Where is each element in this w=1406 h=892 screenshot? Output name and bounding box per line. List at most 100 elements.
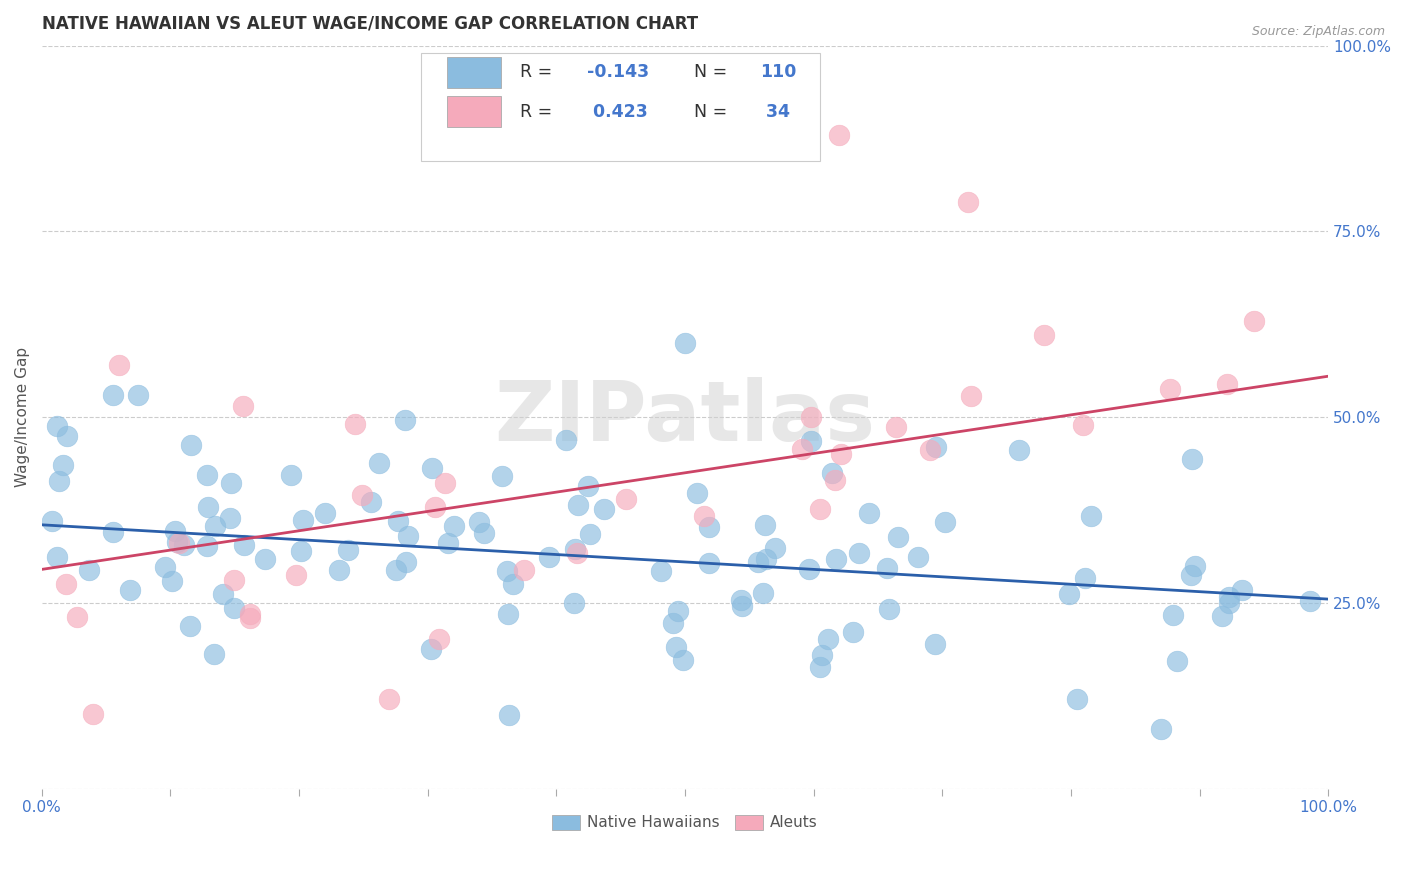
Point	[280, 468, 302, 483]
Point	[1184, 558, 1206, 573]
Point	[396, 529, 419, 543]
Point	[811, 648, 834, 663]
Point	[360, 495, 382, 509]
Point	[797, 562, 820, 576]
Point	[56, 429, 79, 443]
Point	[1243, 314, 1265, 328]
Point	[368, 457, 391, 471]
Text: Source: ZipAtlas.com: Source: ZipAtlas.com	[1251, 25, 1385, 38]
Point	[204, 519, 226, 533]
Point	[385, 563, 408, 577]
Point	[502, 576, 524, 591]
Point	[77, 563, 100, 577]
Point	[907, 549, 929, 564]
Point	[924, 638, 946, 652]
Point	[498, 707, 520, 722]
Point	[233, 538, 256, 552]
Point	[239, 607, 262, 621]
Point	[808, 660, 831, 674]
Point	[763, 541, 786, 556]
Point	[956, 194, 979, 209]
Point	[673, 335, 696, 350]
Point	[747, 555, 769, 569]
Point	[1071, 417, 1094, 432]
Point	[886, 419, 908, 434]
Point	[697, 520, 720, 534]
Point	[513, 563, 536, 577]
Point	[1216, 377, 1239, 392]
Point	[1074, 571, 1097, 585]
Point	[162, 574, 184, 588]
Point	[810, 501, 832, 516]
Text: 34: 34	[759, 103, 790, 120]
Point	[593, 502, 616, 516]
Point	[1180, 568, 1202, 582]
Point	[495, 564, 517, 578]
Point	[848, 545, 870, 559]
Point	[800, 434, 823, 448]
Point	[423, 500, 446, 514]
Point	[253, 552, 276, 566]
Point	[1181, 451, 1204, 466]
Point	[336, 543, 359, 558]
Point	[828, 128, 851, 142]
Point	[285, 567, 308, 582]
Point	[1218, 590, 1240, 604]
Point	[219, 476, 242, 491]
Point	[842, 624, 865, 639]
Point	[173, 538, 195, 552]
Point	[692, 509, 714, 524]
Point	[876, 560, 898, 574]
Point	[387, 514, 409, 528]
Y-axis label: Wage/Income Gap: Wage/Income Gap	[15, 347, 30, 487]
Point	[378, 692, 401, 706]
Point	[427, 632, 450, 647]
Point	[328, 563, 350, 577]
Text: NATIVE HAWAIIAN VS ALEUT WAGE/INCOME GAP CORRELATION CHART: NATIVE HAWAIIAN VS ALEUT WAGE/INCOME GAP…	[42, 15, 697, 33]
Text: N =: N =	[695, 103, 727, 120]
Point	[394, 413, 416, 427]
Point	[352, 488, 374, 502]
Point	[491, 469, 513, 483]
Point	[167, 535, 190, 549]
Point	[1299, 594, 1322, 608]
Point	[537, 550, 560, 565]
Point	[925, 440, 948, 454]
Point	[858, 506, 880, 520]
Text: -0.143: -0.143	[588, 63, 650, 81]
Point	[934, 515, 956, 529]
Point	[824, 552, 846, 566]
Text: R =: R =	[520, 103, 553, 120]
Point	[567, 498, 589, 512]
Point	[180, 438, 202, 452]
Point	[314, 506, 336, 520]
Point	[179, 619, 201, 633]
Point	[101, 388, 124, 402]
Point	[578, 527, 600, 541]
Point	[1230, 582, 1253, 597]
Point	[420, 641, 443, 656]
Text: 110: 110	[759, 63, 796, 81]
Point	[664, 640, 686, 654]
Point	[434, 476, 457, 491]
Point	[1211, 608, 1233, 623]
Point	[567, 546, 589, 560]
Point	[1161, 607, 1184, 622]
Point	[614, 492, 637, 507]
Point	[1166, 654, 1188, 668]
Point	[1159, 382, 1181, 396]
Point	[1218, 597, 1240, 611]
Point	[166, 534, 188, 549]
Point	[66, 610, 89, 624]
Point	[48, 474, 70, 488]
Point	[564, 541, 586, 556]
Point	[436, 535, 458, 549]
Point	[211, 587, 233, 601]
Point	[650, 565, 672, 579]
Point	[290, 544, 312, 558]
Point	[52, 458, 75, 473]
Point	[671, 653, 693, 667]
Point	[554, 434, 576, 448]
FancyBboxPatch shape	[447, 96, 501, 128]
Point	[731, 599, 754, 614]
